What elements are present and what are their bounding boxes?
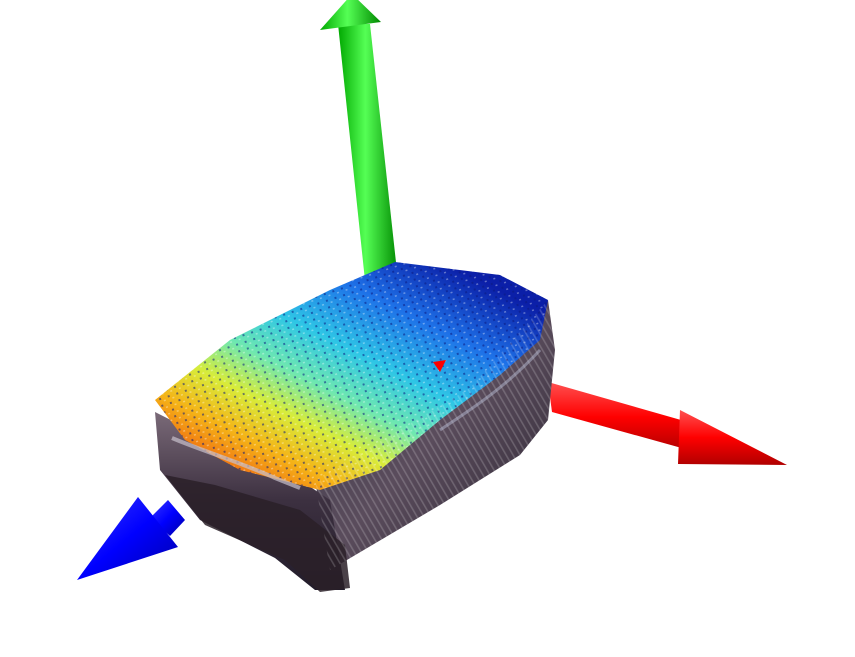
box-front-lower (165, 475, 350, 592)
z-axis-arrow (77, 497, 185, 580)
z-axis-head (77, 497, 178, 580)
box-front-label (171, 436, 301, 490)
box-right-label (439, 348, 542, 432)
box-top-speckle (155, 262, 548, 490)
y-axis-shaft (338, 24, 399, 290)
x-axis-head (678, 410, 787, 465)
origin-marker[interactable] (433, 360, 446, 372)
point-cloud-box[interactable] (155, 262, 555, 592)
y-axis-head (320, 0, 381, 30)
z-axis-shaft (150, 500, 185, 536)
y-axis-arrow (320, 0, 399, 290)
x-axis-shaft (548, 382, 702, 452)
x-axis-arrow (548, 382, 787, 465)
box-right-stripes (315, 300, 555, 570)
